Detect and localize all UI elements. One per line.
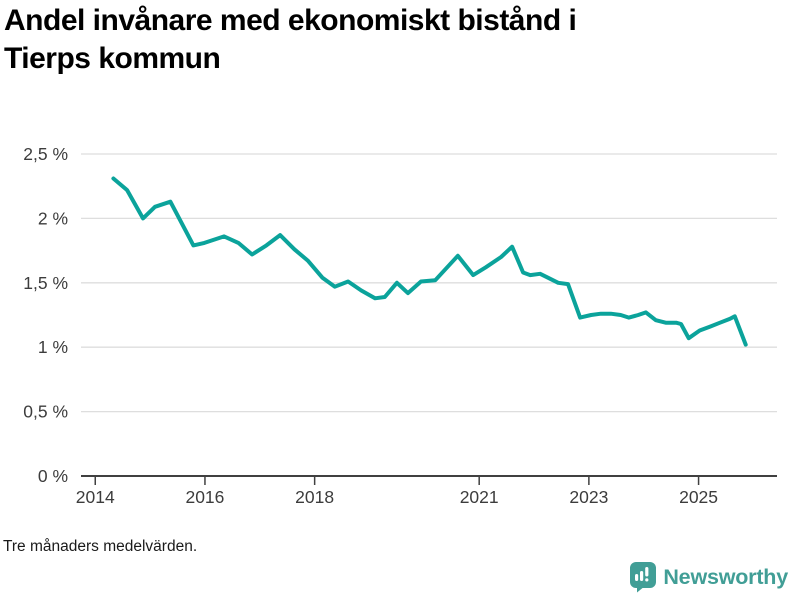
chart-title-line-2: Tierps kommun xyxy=(4,42,221,75)
x-tick-label: 2014 xyxy=(76,487,115,507)
x-tick-label: 2016 xyxy=(185,487,224,507)
y-tick-label: 1 % xyxy=(38,337,68,357)
newsworthy-logo[interactable]: Newsworthy xyxy=(630,562,788,593)
chart-title: Andel invånare med ekonomiskt bistånd i … xyxy=(4,2,577,78)
y-tick-label: 2,5 % xyxy=(23,144,68,164)
y-tick-label: 0,5 % xyxy=(23,402,68,422)
newsworthy-wordmark: Newsworthy xyxy=(663,565,788,589)
newsworthy-icon xyxy=(630,562,657,593)
x-tick-label: 2025 xyxy=(679,487,718,507)
line-chart: 0 % 0,5 % 1 % 1,5 % 2 % 2,5 % 2014 2016 2018 2021… xyxy=(23,144,777,507)
y-tick-label: 2 % xyxy=(38,208,68,228)
y-tick-label: 1,5 % xyxy=(23,273,68,293)
x-tick-label: 2018 xyxy=(295,487,334,507)
x-tick-label: 2023 xyxy=(569,487,608,507)
chart-footnote: Tre månaders medelvärden. xyxy=(3,538,198,555)
chart-title-line-1: Andel invånare med ekonomiskt bistånd i xyxy=(4,4,577,37)
y-tick-label: 0 % xyxy=(38,466,68,486)
x-tick-label: 2021 xyxy=(460,487,499,507)
data-line xyxy=(111,176,748,347)
